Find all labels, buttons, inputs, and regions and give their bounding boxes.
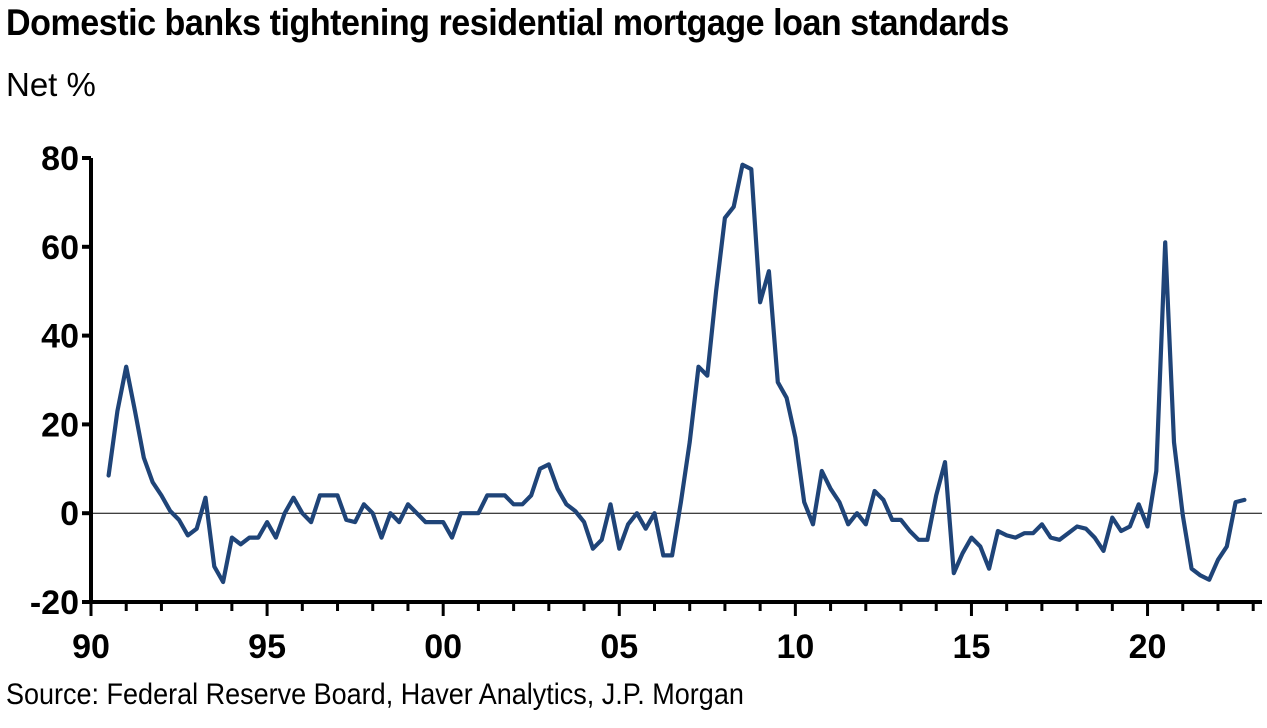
chart-title: Domestic banks tightening residential mo… (6, 2, 1009, 43)
x-tick-label: 05 (600, 628, 638, 666)
y-tick-label: -20 (30, 584, 79, 622)
x-axis-ticks: 90 95 00 05 10 15 20 (72, 602, 1255, 666)
y-tick-label: 60 (41, 229, 79, 267)
y-tick-label: 40 (41, 318, 79, 356)
y-tick-label: 20 (41, 406, 79, 444)
source-note: Source: Federal Reserve Board, Haver Ana… (6, 678, 744, 711)
x-tick-label: 90 (72, 628, 110, 666)
y-tick-label: 0 (60, 495, 79, 533)
x-tick-label: 00 (424, 628, 462, 666)
y-axis-ticks: -20 0 20 40 60 80 (30, 140, 91, 622)
y-tick-label: 80 (41, 140, 79, 178)
y-axis-unit-label: Net % (6, 66, 96, 103)
x-tick-label: 20 (1129, 628, 1167, 666)
x-tick-label: 15 (953, 628, 991, 666)
series-line (106, 162, 1247, 585)
x-tick-label: 10 (776, 628, 814, 666)
x-tick-label: 95 (248, 628, 286, 666)
